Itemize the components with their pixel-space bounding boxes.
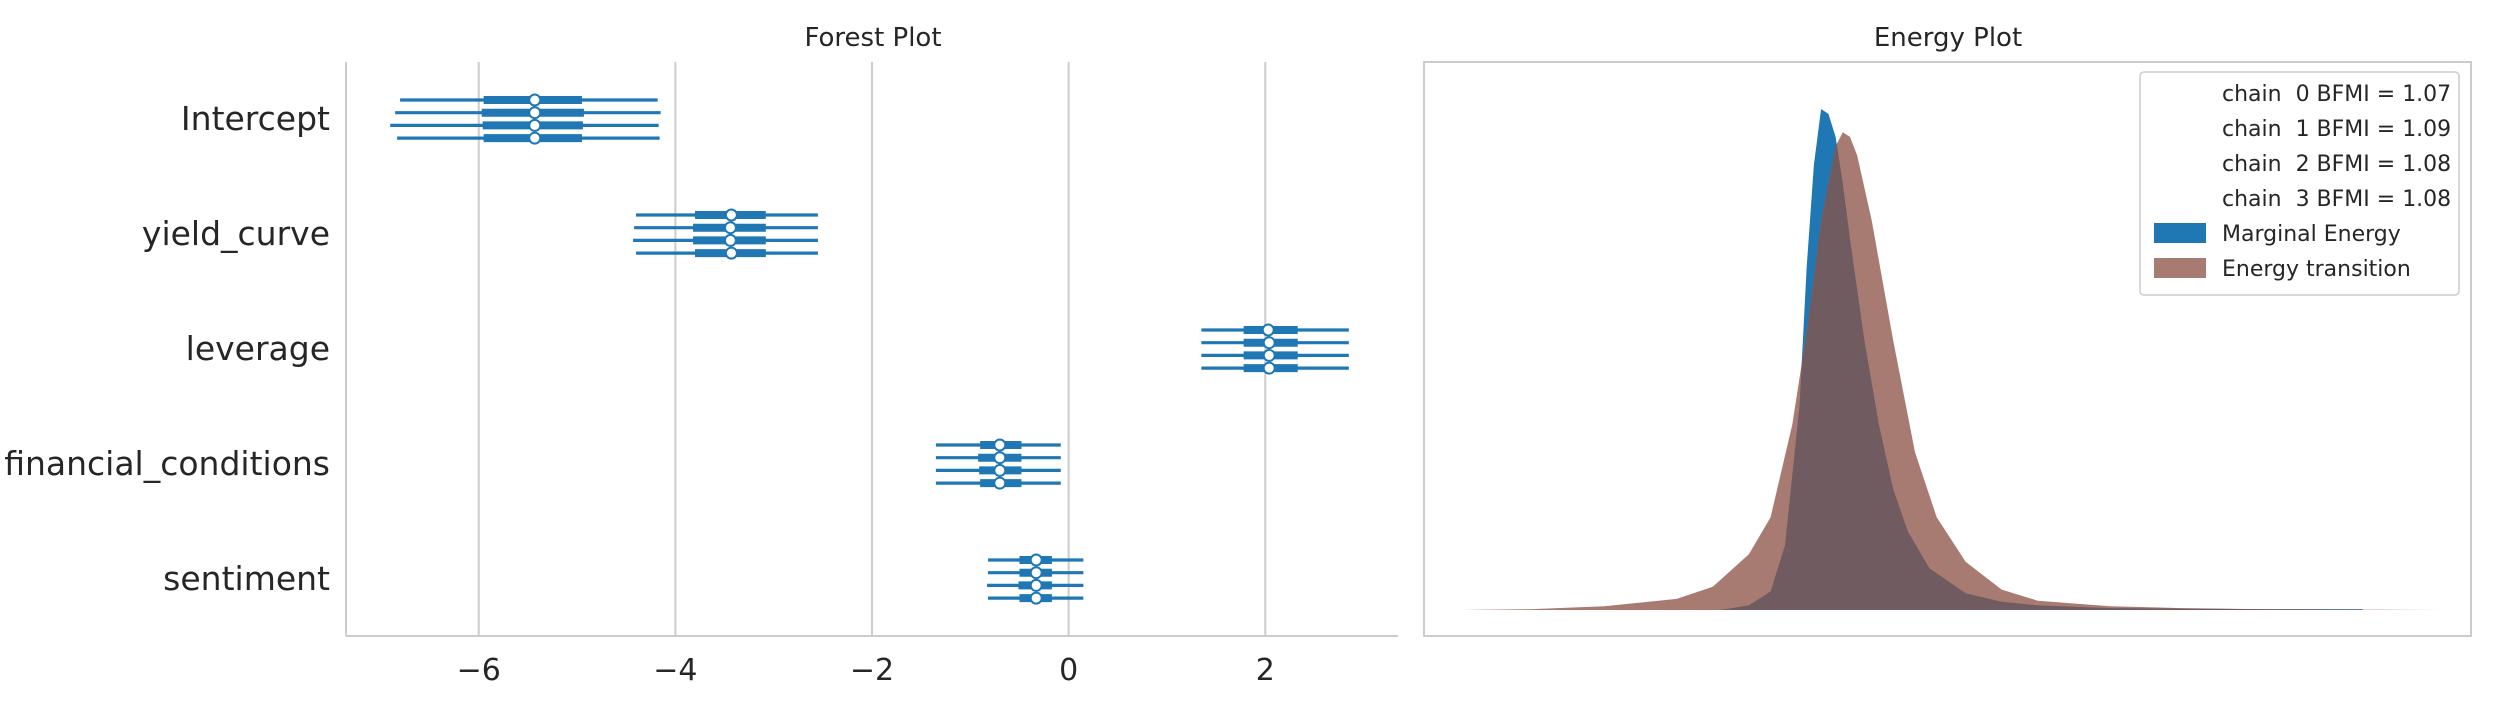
forest-median-point	[528, 131, 542, 145]
forest-parameter-label: yield_curve	[142, 214, 330, 253]
forest-plot-title: Forest Plot	[804, 23, 941, 53]
energy-legend-swatch	[2154, 258, 2206, 278]
forest-parameter-label: leverage	[186, 329, 330, 368]
forest-median-point	[724, 246, 738, 260]
forest-median-point	[1262, 348, 1276, 362]
energy-legend-label: chain 2 BFMI = 1.08	[2222, 152, 2451, 177]
forest-median-point	[1262, 336, 1276, 350]
forest-parameter-label: sentiment	[163, 559, 330, 598]
energy-plot-title: Energy Plot	[1874, 23, 2022, 53]
energy-legend-label: chain 0 BFMI = 1.07	[2222, 82, 2451, 107]
forest-x-tick-label: −4	[653, 653, 697, 688]
forest-x-tick-label: −2	[850, 653, 894, 688]
forest-parameter-labels: Intercept yield_curve leverage financial_co…	[4, 99, 330, 598]
forest-median-point	[1261, 323, 1275, 337]
energy-legend-label: chain 1 BFMI = 1.09	[2222, 117, 2451, 142]
forest-median-point	[1029, 553, 1043, 567]
energy-legend-label: chain 3 BFMI = 1.08	[2222, 187, 2451, 212]
forest-median-point	[1029, 591, 1043, 605]
forest-median-point	[1029, 578, 1043, 592]
energy-axes-frame	[1423, 61, 2472, 637]
energy-legend-label: Energy transition	[2222, 257, 2411, 282]
forest-x-tick-label: −6	[457, 653, 501, 688]
forest-parameter-label: Intercept	[181, 99, 330, 138]
forest-median-point	[528, 93, 542, 107]
energy-legend-swatch	[2154, 223, 2206, 243]
forest-intervals	[390, 93, 1349, 605]
forest-median-point	[723, 233, 737, 247]
forest-median-point	[528, 118, 542, 132]
forest-x-tick-label: 2	[1256, 653, 1275, 688]
forest-median-point	[724, 208, 738, 222]
forest-median-point	[528, 106, 542, 120]
forest-median-point	[993, 476, 1007, 490]
energy-legend-box	[2139, 71, 2460, 296]
forest-median-point	[1029, 566, 1043, 580]
forest-plot: Forest Plot Intercept yield_curve leverage…	[4, 23, 1398, 688]
energy-legend: chain 0 BFMI = 1.07 chain 1 BFMI = 1.09 ch…	[2139, 71, 2460, 296]
energy-plot: Energy Plot chain 0 BFMI = 1.07 chain 1 B…	[1423, 23, 2472, 637]
forest-x-tick-label: 0	[1059, 653, 1078, 688]
forest-median-point	[723, 221, 737, 235]
forest-axes-frame	[345, 62, 1398, 637]
forest-parameter-label: financial_conditions	[4, 444, 330, 483]
forest-median-point	[993, 451, 1007, 465]
forest-x-ticks: −6 −4 −2 0 2	[457, 653, 1275, 688]
forest-median-point	[1262, 361, 1276, 375]
forest-median-point	[993, 463, 1007, 477]
energy-legend-label: Marginal Energy	[2222, 222, 2401, 247]
forest-gridlines	[477, 62, 1267, 636]
forest-median-point	[993, 438, 1007, 452]
